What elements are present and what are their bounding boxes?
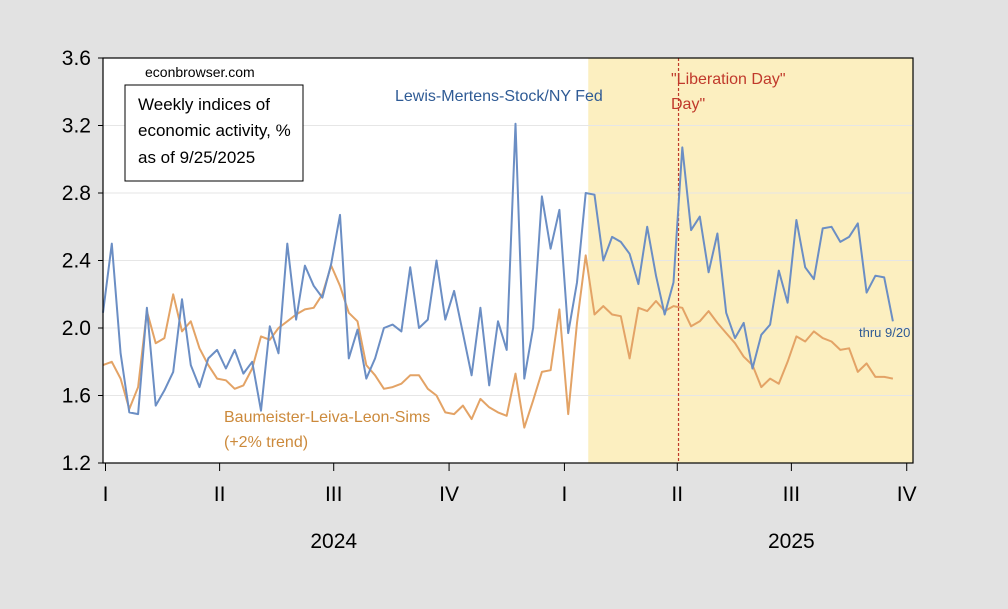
y-tick-label: 2.0 (62, 317, 91, 340)
x-tick-label: II (214, 483, 226, 506)
x-tick-label: IV (897, 483, 917, 506)
liberation-day-label: "Liberation Day" (671, 71, 786, 88)
series-label-lms: Lewis-Mertens-Stock/NY Fed (395, 88, 603, 105)
series-line-lms (102, 122, 894, 416)
x-tick-label: II (671, 483, 683, 506)
series-line-bls (102, 254, 894, 429)
liberation-day-label-line2: Day" (671, 96, 705, 113)
source-label: econbrowser.com (145, 64, 255, 80)
y-tick-label: 3.6 (62, 47, 91, 70)
x-tick-label: III (325, 483, 343, 506)
x-tick-label: IV (439, 483, 459, 506)
y-tick-label: 1.2 (62, 452, 91, 475)
legend-box-line-2: economic activity, % (138, 121, 291, 140)
year-label: 2024 (310, 530, 357, 553)
y-axis: 1.2 1.6 2.0 2.4 2.8 3.2 3.6 (62, 47, 103, 475)
legend-box (124, 84, 304, 182)
legend-box-line-3: as of 9/25/2025 (138, 148, 255, 167)
legend-box-line-1: Weekly indices of (138, 95, 270, 114)
series-layer (102, 122, 894, 429)
x-tick-label: I (103, 483, 109, 506)
y-tick-label: 2.4 (62, 250, 92, 273)
y-tick-label: 1.6 (62, 385, 91, 408)
series-label-bls: Baumeister-Leiva-Leon-Sims (224, 409, 430, 426)
x-tick-label: III (783, 483, 801, 506)
y-tick-label: 2.8 (62, 182, 91, 205)
x-tick-label: I (562, 483, 568, 506)
y-tick-label: 3.2 (62, 115, 91, 138)
series-label-bls-line2: (+2% trend) (224, 434, 308, 451)
end-note: thru 9/20 (859, 325, 910, 340)
year-label: 2025 (768, 530, 815, 553)
